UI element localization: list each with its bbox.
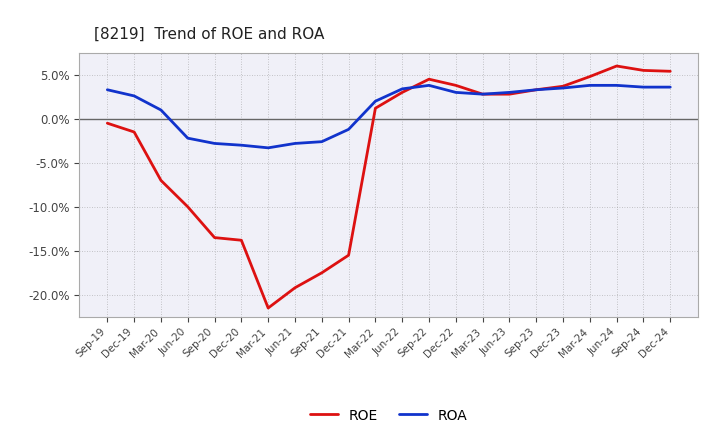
ROE bbox=[371, 106, 379, 111]
Text: [8219]  Trend of ROE and ROA: [8219] Trend of ROE and ROA bbox=[94, 26, 324, 41]
ROE bbox=[237, 238, 246, 243]
ROE bbox=[344, 253, 353, 258]
ROA bbox=[612, 83, 621, 88]
ROA bbox=[585, 83, 594, 88]
ROA bbox=[130, 93, 138, 99]
ROE bbox=[291, 285, 300, 290]
ROE bbox=[505, 92, 514, 97]
ROA bbox=[559, 85, 567, 91]
ROE bbox=[532, 87, 541, 92]
ROA bbox=[210, 141, 219, 146]
ROA bbox=[157, 107, 166, 113]
ROE bbox=[210, 235, 219, 240]
ROA bbox=[291, 141, 300, 146]
ROA bbox=[237, 143, 246, 148]
ROE bbox=[612, 63, 621, 69]
Legend: ROE, ROA: ROE, ROA bbox=[305, 403, 473, 428]
Line: ROA: ROA bbox=[107, 85, 670, 148]
ROA bbox=[398, 86, 407, 92]
ROE bbox=[559, 84, 567, 89]
ROA bbox=[264, 145, 272, 150]
ROA bbox=[532, 87, 541, 92]
ROE bbox=[666, 69, 675, 74]
ROE bbox=[318, 270, 326, 275]
ROE bbox=[478, 92, 487, 97]
ROA bbox=[478, 92, 487, 97]
ROE bbox=[639, 68, 648, 73]
ROA bbox=[666, 84, 675, 90]
ROA bbox=[184, 136, 192, 141]
ROE bbox=[585, 74, 594, 79]
ROA bbox=[505, 90, 514, 95]
ROE bbox=[398, 90, 407, 95]
ROA bbox=[425, 83, 433, 88]
ROA bbox=[639, 84, 648, 90]
ROE bbox=[103, 121, 112, 126]
ROA bbox=[103, 87, 112, 92]
ROE bbox=[184, 204, 192, 209]
ROE bbox=[425, 77, 433, 82]
Line: ROE: ROE bbox=[107, 66, 670, 308]
ROE bbox=[157, 178, 166, 183]
ROA bbox=[344, 127, 353, 132]
ROA bbox=[318, 139, 326, 144]
ROA bbox=[451, 90, 460, 95]
ROE bbox=[451, 83, 460, 88]
ROE bbox=[130, 129, 138, 135]
ROA bbox=[371, 99, 379, 104]
ROE bbox=[264, 305, 272, 311]
